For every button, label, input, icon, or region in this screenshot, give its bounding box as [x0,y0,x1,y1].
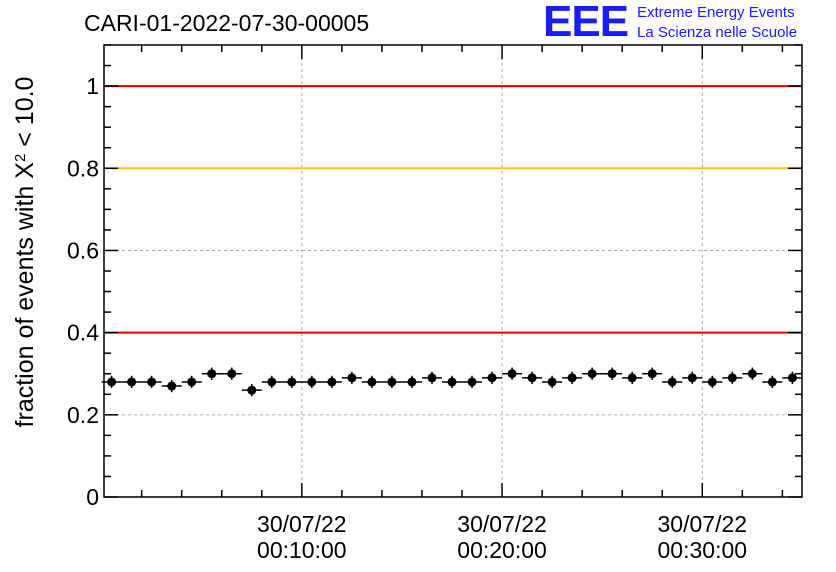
point-marker [167,381,177,391]
x-tick-labels: 30/07/2200:10:0030/07/2200:20:0030/07/22… [257,511,747,563]
y-axis-label: fraction of events with X2 < 10.0 [11,77,39,428]
x-tick-label-date: 30/07/22 [257,511,347,537]
eee-logo: EEE [543,0,629,46]
data-point [401,375,422,389]
point-marker [607,369,617,379]
data-point [542,375,563,389]
data-point [121,375,142,389]
data-point [141,375,162,389]
point-marker [227,369,237,379]
point-marker [347,373,357,383]
point-marker [207,369,217,379]
data-point [462,375,483,389]
data-point [742,367,763,380]
x-tick-label-time: 00:30:00 [658,537,748,563]
point-marker [567,373,577,383]
grid-lines [104,45,802,497]
data-point [602,367,623,380]
data-point [161,379,182,393]
point-marker [407,377,417,387]
data-point [361,375,382,389]
y-tick-label: 0 [86,484,99,510]
y-tick-label: 0.4 [67,320,99,346]
point-marker [767,377,777,387]
data-point [482,371,503,384]
data-point [582,367,603,380]
plot-frame [103,44,803,498]
point-marker [467,377,477,387]
data-point [101,375,122,389]
logo-subtitle-1: Extreme Energy Events [637,4,795,21]
data-point [221,367,242,380]
point-marker [707,377,717,387]
data-point [301,375,322,389]
y-tick-labels: 0 0.2 0.4 0.6 0.8 1 [67,73,99,510]
point-marker [727,373,737,383]
data-point [722,371,743,384]
data-point [682,371,703,384]
data-point [662,375,683,389]
y-label-chi: X [11,162,39,179]
point-marker [667,377,677,387]
logo-subtitle-2: La Scienza nelle Scuole [637,24,798,41]
data-point [702,375,723,389]
point-marker [627,373,637,383]
reference-lines [104,85,802,334]
point-marker [387,377,397,387]
point-marker [427,373,437,383]
point-marker [527,373,537,383]
point-marker [267,377,277,387]
y-tick-label: 0.2 [67,402,99,428]
axis-ticks [104,44,802,498]
chart-title: CARI-01-2022-07-30-00005 [84,10,370,36]
data-point [381,375,402,389]
data-point [281,375,302,389]
point-marker [307,377,317,387]
data-point [762,375,783,389]
point-marker [787,373,797,383]
data-point [261,375,282,389]
data-point [782,371,803,384]
data-point [642,367,663,380]
point-marker [327,377,337,387]
point-marker [247,385,257,395]
data-point [622,371,643,384]
x-tick-label-date: 30/07/22 [658,511,748,537]
data-point [502,367,523,380]
point-marker [367,377,377,387]
data-points [101,367,803,397]
data-point [321,375,342,389]
point-marker [547,377,557,387]
data-point [562,371,583,384]
data-point [241,384,262,397]
point-marker [287,377,297,387]
point-marker [487,373,497,383]
data-point [421,371,442,384]
y-label-prefix: fraction of events with [11,179,39,428]
point-marker [127,377,137,387]
point-marker [647,369,657,379]
y-tick-label: 0.6 [67,237,99,263]
point-marker [447,377,457,387]
data-point [441,375,463,389]
point-marker [507,369,517,379]
data-point [201,367,222,380]
point-marker [147,377,157,387]
point-marker [587,369,597,379]
y-tick-label: 0.8 [67,155,99,181]
point-marker [687,373,697,383]
data-point [341,371,362,384]
x-tick-label-time: 00:20:00 [457,537,547,563]
y-label-superscript: 2 [12,154,29,162]
y-label-suffix: < 10.0 [11,77,39,154]
data-point [181,375,202,389]
y-tick-label: 1 [86,73,99,99]
data-point [522,371,543,384]
point-marker [747,369,757,379]
point-marker [187,377,197,387]
x-tick-label-time: 00:10:00 [257,537,347,563]
point-marker [107,377,117,387]
x-tick-label-date: 30/07/22 [457,511,547,537]
